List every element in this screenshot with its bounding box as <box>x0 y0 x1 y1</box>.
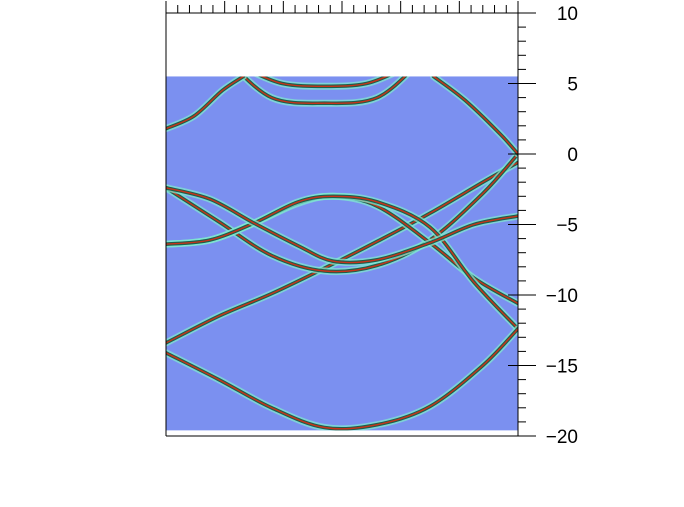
band-curve-1-stroke <box>166 161 518 344</box>
y-tick-labels: 10 5 0 −5 −10 −15 −20 <box>546 4 578 448</box>
y-tick-label: 0 <box>567 145 578 166</box>
axis-ticks <box>165 1 536 437</box>
band-curve-4-stroke <box>166 195 518 330</box>
band-curve-4 <box>166 192 518 333</box>
band-curve-1 <box>166 159 518 347</box>
band-curves <box>166 76 518 431</box>
band-curve-7-stroke <box>242 76 406 104</box>
y-tick-label: 10 <box>557 4 578 25</box>
band-curve-9-stroke <box>166 76 245 130</box>
band-curve-7 <box>238 76 410 107</box>
band-curve-5 <box>166 184 518 267</box>
band-curve-10 <box>430 76 518 158</box>
y-tick-label: 5 <box>567 75 578 96</box>
y-tick-label: −15 <box>546 357 578 378</box>
y-tick-label: −10 <box>546 286 578 307</box>
data-region-background <box>166 76 518 431</box>
band-curve-5-stroke <box>166 187 518 264</box>
band-curve-9 <box>166 76 247 133</box>
y-tick-label: −5 <box>556 216 578 237</box>
band-curve-6 <box>166 325 518 431</box>
band-curve-8-stroke <box>260 76 389 87</box>
band-curve-2 <box>166 150 518 276</box>
y-tick-label: −20 <box>546 427 578 448</box>
band-curve-2-stroke <box>166 153 518 273</box>
band-curve-6-stroke <box>166 328 518 430</box>
band-curve-8 <box>253 76 395 90</box>
band-curve-10-stroke <box>432 76 518 155</box>
